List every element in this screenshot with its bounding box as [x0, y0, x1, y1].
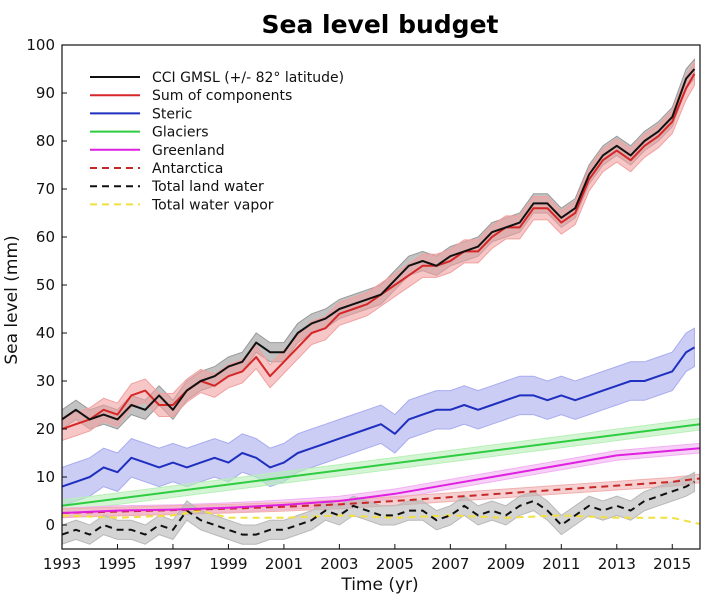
series-line-total-water-vapor: [62, 509, 700, 526]
y-tick-label: 20: [36, 420, 55, 438]
y-tick-label: 80: [36, 132, 55, 150]
x-tick-label: 2009: [487, 555, 525, 573]
legend-label: Total water vapor: [151, 197, 274, 213]
y-tick-label: 90: [36, 84, 55, 102]
plot-frame: [61, 44, 701, 550]
legend-label: Antarctica: [152, 161, 223, 177]
y-tick-label: 40: [36, 324, 55, 342]
band-steric: [62, 327, 695, 507]
x-tick-label: 2011: [542, 555, 580, 573]
series-line-steric: [62, 346, 695, 488]
legend-label: Sum of components: [152, 88, 292, 104]
y-tick-label: 60: [36, 228, 55, 246]
y-tick-label: 30: [36, 372, 55, 390]
x-tick-label: 2001: [265, 555, 303, 573]
legend-label: Glaciers: [152, 125, 209, 141]
series-line-cci-gmsl-82-latitude: [62, 68, 696, 421]
legend-item-glaciers: Glaciers: [90, 125, 209, 141]
x-tick-label: 2013: [598, 555, 636, 573]
x-tick-label: 2007: [431, 555, 469, 573]
axes: 1993 1995 1997 1999 2001 2003 2005 2007 2009 2011…: [26, 36, 701, 573]
x-tick-label: 1997: [154, 555, 192, 573]
x-tick-label: 1995: [98, 555, 136, 573]
x-tick-label: 1999: [209, 555, 247, 573]
legend-item-total-land-water: Total land water: [90, 179, 264, 195]
y-axis-title: Sea level (mm): [2, 235, 22, 364]
legend-item-greenland: Greenland: [90, 143, 225, 159]
series-line-glaciers: [62, 423, 700, 507]
legend-item-sum-of-components: Sum of components: [90, 88, 292, 104]
plot-area: [62, 58, 700, 545]
y-tick-label: 10: [36, 468, 55, 486]
y-tick-label: 70: [36, 180, 55, 198]
legend-label: Greenland: [152, 143, 225, 159]
x-tick-label: 2003: [320, 555, 358, 573]
x-axis-title: Time (yr): [340, 575, 418, 595]
chart-title: Sea level budget: [262, 10, 499, 39]
legend-label: Total land water: [151, 179, 264, 195]
legend-item-cci-gmsl-82-latitude: CCI GMSL (+/- 82° latitude): [90, 70, 344, 86]
x-tick-label: 2015: [653, 555, 691, 573]
y-tick-label: 50: [36, 276, 55, 294]
legend-item-total-water-vapor: Total water vapor: [90, 197, 274, 213]
legend-item-antarctica: Antarctica: [90, 161, 223, 177]
legend-item-steric: Steric: [90, 106, 192, 122]
band-antarctica: [62, 473, 700, 518]
legend: CCI GMSL (+/- 82° latitude) Sum of compon…: [90, 70, 344, 213]
y-tick-label: 0: [45, 516, 55, 534]
y-tick-label: 100: [26, 36, 55, 54]
series-line-greenland: [62, 447, 700, 514]
x-tick-label: 2005: [376, 555, 414, 573]
legend-label: CCI GMSL (+/- 82° latitude): [152, 70, 344, 86]
x-tick-label: 1993: [43, 555, 81, 573]
legend-label: Steric: [152, 106, 192, 122]
